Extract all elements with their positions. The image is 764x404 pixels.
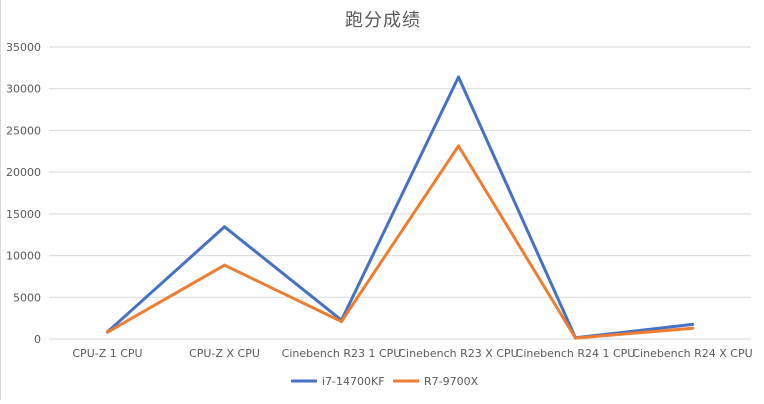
x-tick-label: Cinebench R24 X CPU bbox=[632, 347, 752, 360]
x-tick-label: CPU-Z X CPU bbox=[189, 347, 260, 360]
y-tick-label: 5000 bbox=[13, 291, 41, 304]
x-tick-label: Cinebench R24 1 CPU bbox=[516, 347, 636, 360]
series-1-point bbox=[223, 225, 226, 229]
series-line-1 bbox=[106, 75, 694, 340]
y-tick-label: 30000 bbox=[6, 83, 41, 96]
y-tick-label: 10000 bbox=[6, 250, 41, 263]
series-1-point bbox=[691, 322, 694, 326]
series-2-point bbox=[574, 336, 577, 340]
series-2-point bbox=[223, 263, 226, 267]
series-2-point bbox=[340, 319, 343, 323]
series-layer bbox=[106, 75, 694, 340]
legend-label-1: i7-14700KF bbox=[322, 375, 385, 388]
legend: i7-14700KF R7-9700X bbox=[291, 375, 479, 388]
grid-layer bbox=[49, 46, 751, 340]
y-tick-label: 25000 bbox=[6, 124, 41, 137]
y-tick-label: 0 bbox=[34, 333, 41, 346]
y-tick-label: 15000 bbox=[6, 208, 41, 221]
x-tick-label: Cinebench R23 1 CPU bbox=[282, 347, 402, 360]
series-line-2 bbox=[106, 144, 694, 340]
series-2-point bbox=[457, 144, 460, 148]
y-tick-label: 35000 bbox=[6, 41, 41, 54]
legend-label-2: R7-9700X bbox=[424, 375, 479, 388]
x-tick-label: CPU-Z 1 CPU bbox=[72, 347, 142, 360]
y-axis-tick-labels: 0 5000 10000 15000 20000 25000 30000 35000 bbox=[6, 41, 41, 346]
series-2-point bbox=[106, 330, 109, 334]
x-tick-label: Cinebench R23 X CPU bbox=[398, 347, 518, 360]
series-2-point bbox=[691, 326, 694, 330]
y-tick-label: 20000 bbox=[6, 166, 41, 179]
series-1-point bbox=[457, 75, 460, 79]
x-axis-tick-labels: CPU-Z 1 CPU CPU-Z X CPU Cinebench R23 1 CP… bbox=[72, 347, 752, 360]
chart-title: 跑分成绩 bbox=[345, 10, 421, 31]
